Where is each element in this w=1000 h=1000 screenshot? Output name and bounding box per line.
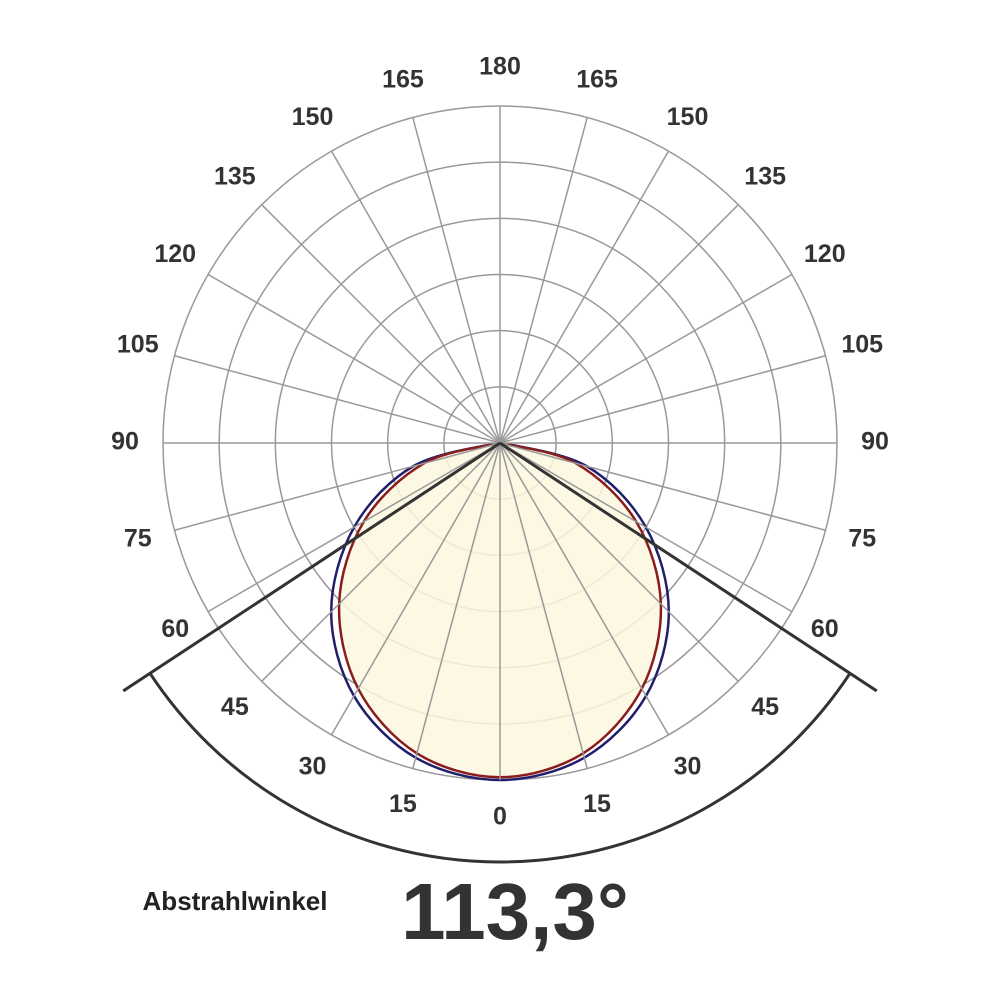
beam-label: Abstrahlwinkel xyxy=(143,886,328,916)
angle-tick-label: 165 xyxy=(382,65,424,93)
angle-tick-label: 15 xyxy=(583,790,611,818)
angle-tick-label: 105 xyxy=(841,331,883,359)
grid-spoke xyxy=(174,442,501,531)
grid-spoke xyxy=(499,442,739,682)
grid-spoke xyxy=(330,150,501,444)
grid-spoke xyxy=(207,273,501,444)
grid-spoke xyxy=(174,355,501,444)
angle-tick-label: 30 xyxy=(674,752,702,780)
grid-spoke xyxy=(499,442,826,531)
angle-tick-label: 30 xyxy=(299,752,327,780)
angle-tick-label: 75 xyxy=(124,525,152,553)
grid-spoke xyxy=(261,442,501,682)
angle-tick-label: 150 xyxy=(667,103,709,131)
angle-tick-label: 90 xyxy=(111,428,139,456)
grid-spoke xyxy=(499,273,793,444)
grid-spoke xyxy=(330,442,501,736)
grid-spoke xyxy=(207,442,501,613)
angle-tick-label: 90 xyxy=(861,428,889,456)
beam-edge xyxy=(499,441,878,693)
angle-tick-label: 120 xyxy=(804,240,846,268)
grid-spoke xyxy=(499,150,670,444)
grid-spoke xyxy=(499,355,826,444)
grid-spoke xyxy=(499,117,588,444)
angle-tick-label: 105 xyxy=(117,331,159,359)
grid-spoke xyxy=(499,442,670,736)
beam-arc xyxy=(148,672,852,864)
angle-tick-label: 180 xyxy=(479,53,521,81)
angle-tick-label: 45 xyxy=(221,693,249,721)
grid-spoke xyxy=(499,442,588,769)
angle-tick-label: 45 xyxy=(751,693,779,721)
spokes: 0 15 15 30 30 45 45 60 60 75 75 90 90 105 105 120 120 135… xyxy=(111,53,889,831)
grid-spoke xyxy=(499,204,739,444)
angle-tick-label: 0 xyxy=(493,803,507,831)
angle-tick-label: 165 xyxy=(576,65,618,93)
angle-tick-label: 150 xyxy=(292,103,334,131)
angle-tick-label: 135 xyxy=(214,162,256,190)
grid-spoke xyxy=(261,204,501,444)
beam xyxy=(122,441,878,864)
angle-tick-label: 60 xyxy=(161,615,189,643)
beam-angle: 113,3° xyxy=(401,867,629,956)
grid-spoke xyxy=(412,117,501,444)
angle-tick-label: 135 xyxy=(744,162,786,190)
grid-spoke xyxy=(499,442,793,613)
angle-tick-label: 120 xyxy=(154,240,196,268)
beam-edge xyxy=(122,441,501,693)
angle-tick-label: 15 xyxy=(389,790,417,818)
grid-spoke xyxy=(412,442,501,769)
angle-tick-label: 75 xyxy=(848,525,876,553)
angle-tick-label: 60 xyxy=(811,615,839,643)
